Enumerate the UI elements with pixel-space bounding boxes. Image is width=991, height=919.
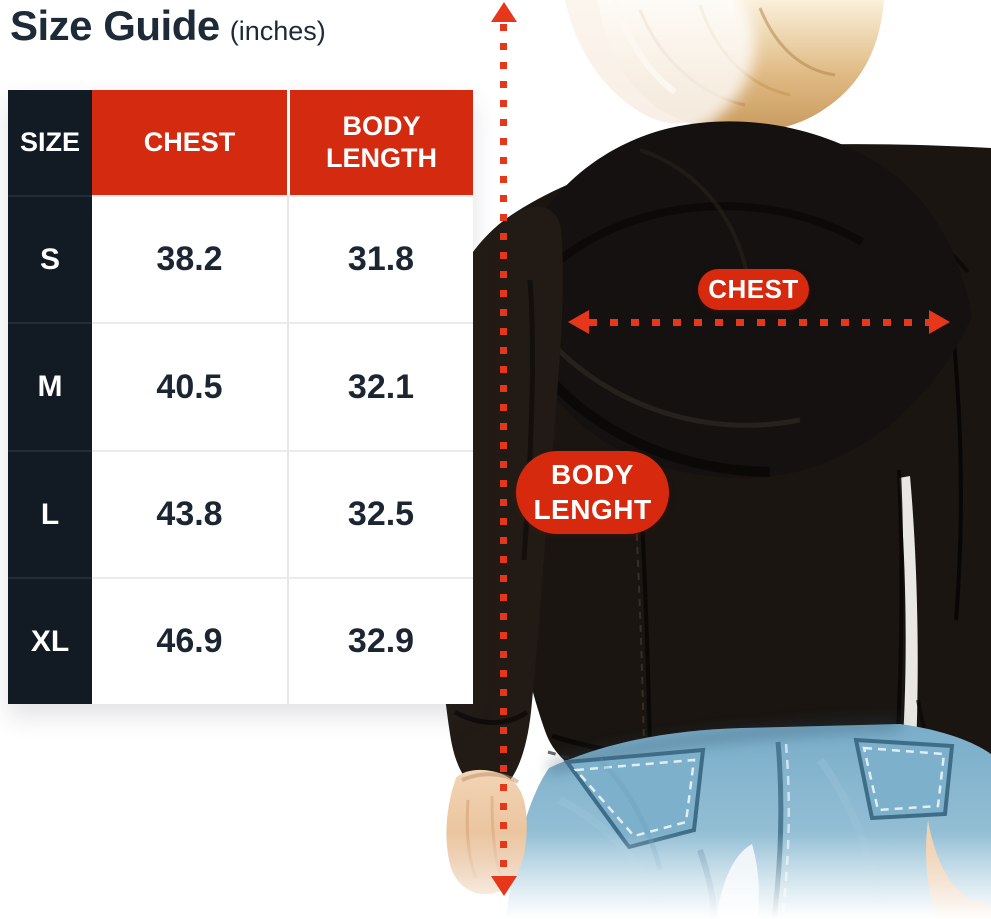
arrow-right-icon [929,310,950,334]
page-title: Size Guide [10,2,220,49]
chest-measure-line [589,319,929,326]
arrow-up-icon [491,2,517,22]
body-length-badge-line2: LENGHT [533,493,652,525]
body-length-value-s: 31.8 [287,195,473,322]
chest-badge: CHEST [698,269,809,310]
size-cell-s: S [8,195,92,322]
header-chest-cell: CHEST [92,90,287,195]
photo-bottom-fade [418,832,991,919]
body-length-badge: BODY LENGHT [516,451,669,534]
body-length-badge-line1: BODY [551,459,634,491]
chest-value-m: 40.5 [92,322,287,450]
jeans-left-pocket [563,747,706,850]
body-length-measure-line [500,24,507,874]
size-cell-xl: XL [8,577,92,704]
arrow-down-icon [491,876,517,896]
chest-value-xl: 46.9 [92,577,287,704]
size-table: SIZE CHEST BODY LENGTH S 38.2 31.8 M 40.… [8,90,473,704]
body-length-value-m: 32.1 [287,322,473,450]
size-cell-l: L [8,450,92,577]
chest-value-l: 43.8 [92,450,287,577]
arrow-left-icon [568,310,589,334]
body-length-value-l: 32.5 [287,450,473,577]
jeans-right-pocket [853,737,955,821]
header-body-length-cell: BODY LENGTH [287,90,473,195]
page-title-group: Size Guide (inches) [10,0,326,57]
header-size-cell: SIZE [8,90,92,195]
body-length-value-xl: 32.9 [287,577,473,704]
chest-badge-label: CHEST [708,274,799,304]
chest-value-s: 38.2 [92,195,287,322]
page-title-unit: (inches) [229,16,326,46]
size-cell-m: M [8,322,92,450]
